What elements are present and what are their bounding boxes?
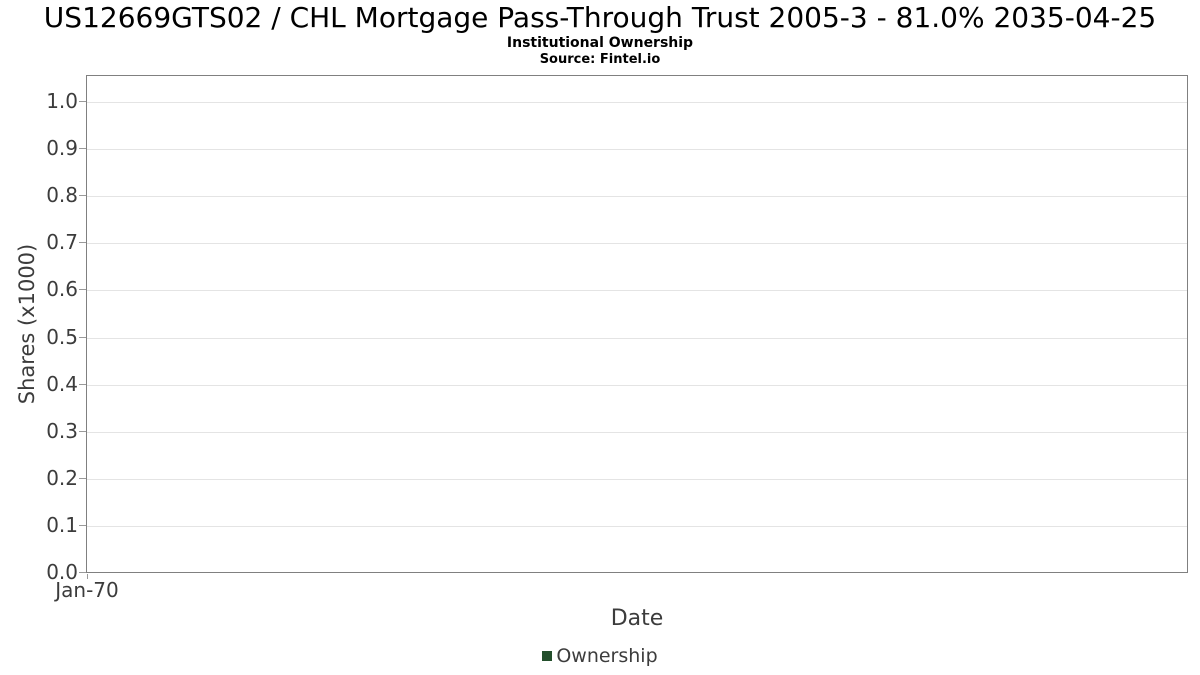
y-tick-label: 0.8: [46, 183, 78, 208]
y-tick-label: 0.3: [46, 418, 78, 443]
y-tick-mark: [79, 524, 86, 526]
x-tick-mark: [87, 574, 88, 579]
chart-legend: Ownership: [0, 645, 1200, 667]
ownership-legend-label: Ownership: [556, 645, 658, 667]
y-tick-label: 1.0: [46, 89, 78, 113]
y-tick-label: 0.9: [46, 136, 78, 161]
y-tick-mark: [79, 289, 86, 291]
y-tick-mark: [79, 242, 86, 244]
gridline-y-0.2: [87, 478, 1187, 480]
gridline-y-0.3: [87, 431, 1187, 433]
x-axis-title: Date: [610, 606, 664, 631]
y-tick-label: 0.4: [46, 371, 78, 396]
y-tick-label: 0.0: [46, 560, 78, 584]
y-tick-mark: [79, 383, 86, 385]
gridline-y-0.4: [87, 384, 1187, 386]
chart-title: US12669GTS02 / CHL Mortgage Pass-Through…: [43, 1, 1157, 34]
gridline-y-0.6: [87, 290, 1187, 292]
y-tick-label: 0.1: [46, 512, 78, 537]
ownership-legend-swatch-icon: [542, 651, 553, 661]
x-tick-label: Jan-70: [55, 578, 119, 602]
gridline-y-0.9: [87, 149, 1187, 151]
gridline-y-0.7: [87, 243, 1187, 245]
plot-area: [86, 75, 1188, 573]
y-tick-mark: [79, 195, 86, 197]
gridline-y-0.8: [87, 196, 1187, 198]
y-tick-mark: [79, 572, 86, 573]
gridline-y-0.1: [87, 525, 1187, 527]
gridline-y-1.0: [87, 102, 1187, 103]
y-tick-mark: [79, 148, 86, 150]
y-tick-label: 0.2: [46, 465, 78, 490]
y-tick-label: 0.6: [46, 277, 78, 302]
chart-subtitle: Institutional Ownership: [506, 35, 694, 51]
gridline-y-0.5: [87, 337, 1187, 339]
y-tick-mark: [79, 101, 86, 102]
chart-source-label: Source: Fintel.io: [539, 52, 661, 67]
legend-item-ownership: Ownership: [542, 645, 658, 667]
y-tick-mark: [79, 336, 86, 338]
y-tick-label: 0.7: [46, 230, 78, 255]
y-tick-mark: [79, 477, 86, 479]
y-tick-label: 0.5: [46, 324, 78, 349]
y-tick-mark: [79, 430, 86, 432]
